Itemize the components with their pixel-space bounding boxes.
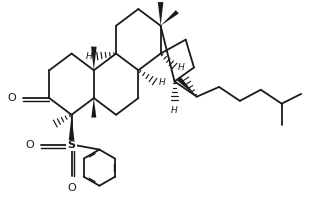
Text: S: S: [68, 140, 75, 150]
Text: H: H: [171, 106, 178, 115]
Polygon shape: [68, 115, 75, 145]
Polygon shape: [91, 47, 97, 70]
Polygon shape: [158, 2, 163, 26]
Bar: [66, 140, 77, 151]
Polygon shape: [161, 10, 179, 26]
Text: O: O: [7, 93, 16, 103]
Text: O: O: [67, 183, 76, 193]
Polygon shape: [177, 77, 197, 97]
Text: O: O: [25, 140, 34, 150]
Polygon shape: [91, 98, 96, 118]
Text: H: H: [159, 78, 166, 87]
Text: H: H: [178, 63, 185, 72]
Text: H: H: [86, 52, 93, 61]
